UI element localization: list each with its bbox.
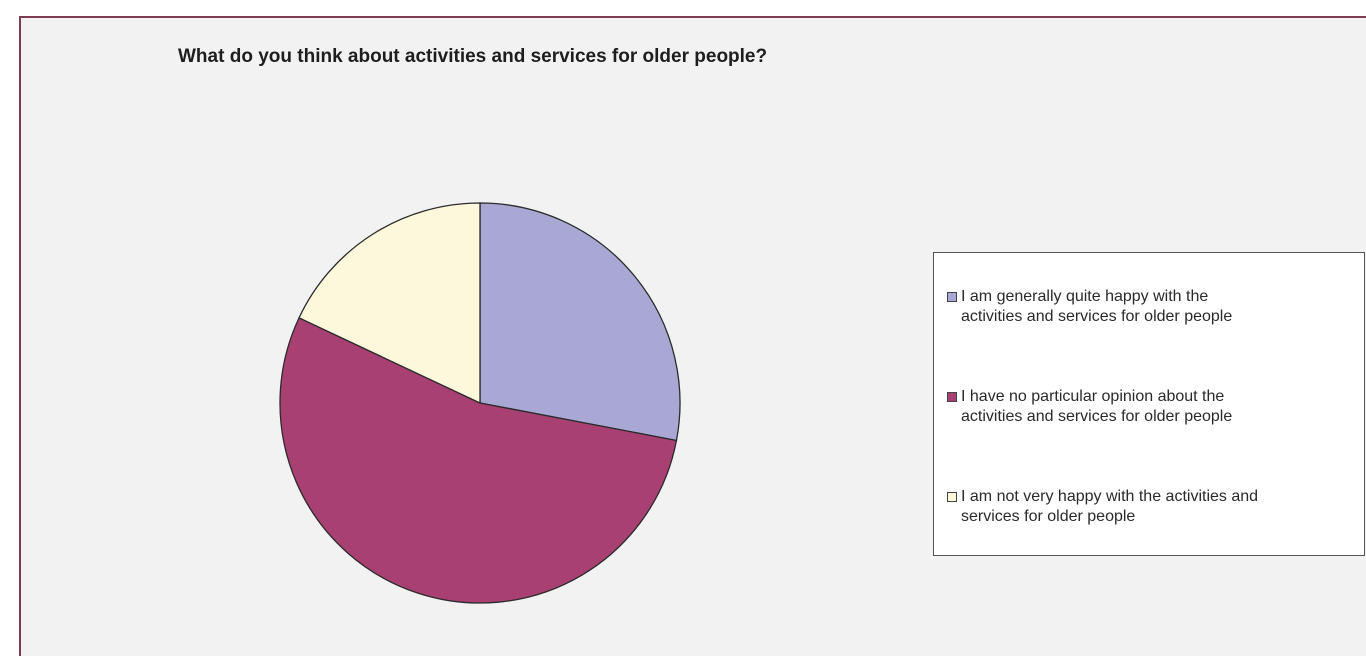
legend-swatch [947, 292, 957, 302]
legend-swatch [947, 492, 957, 502]
pie-slices [279, 202, 681, 604]
pie-chart [279, 202, 681, 604]
pie-slice [479, 202, 681, 442]
pie-slice [298, 202, 481, 405]
legend-item: I am generally quite happy with the acti… [947, 287, 1357, 327]
legend-label-line: activities and services for older people [961, 408, 1233, 425]
pie-slice [279, 316, 678, 604]
legend-label-line: activities and services for older people [961, 308, 1233, 325]
legend-label-line: I am generally quite happy with the [961, 288, 1209, 305]
chart-title: What do you think about activities and s… [178, 46, 768, 67]
legend-swatch [947, 392, 957, 402]
legend-item: I have no particular opinion about the a… [947, 387, 1357, 427]
legend-item: I am not very happy with the activities … [947, 487, 1357, 527]
legend: I am generally quite happy with the acti… [933, 252, 1365, 556]
legend-label-line: I am not very happy with the activities … [961, 488, 1259, 505]
legend-label-line: I have no particular opinion about the [961, 388, 1225, 405]
legend-label-line: services for older people [961, 508, 1136, 525]
